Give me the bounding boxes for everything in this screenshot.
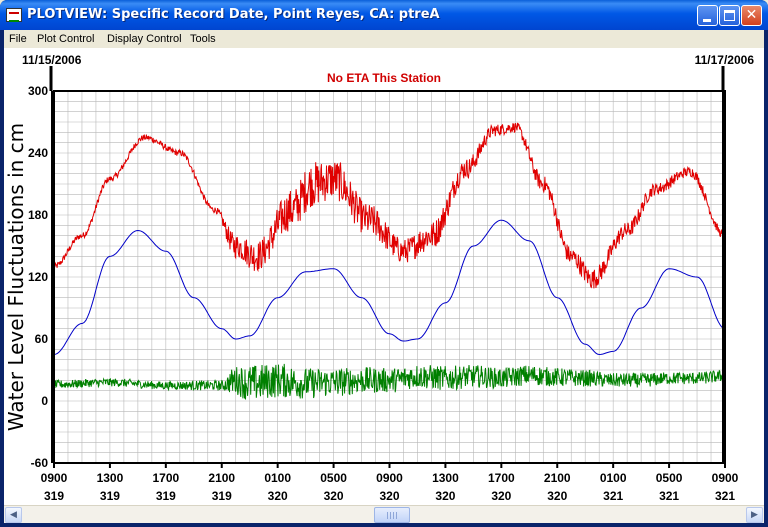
x-tick-hour: 1300 [432,471,459,485]
x-tick-hour: 1300 [97,471,124,485]
scroll-thumb[interactable] [374,507,410,523]
x-tick-day: 320 [435,489,455,503]
x-tick-hour: 0500 [320,471,347,485]
menu-display-control[interactable]: Display Control [107,33,182,45]
x-axis-ticks: 0900 319 1300 319 1700 319 2100 319 0100 320 0500 3… [41,463,739,503]
x-tick-hour: 0900 [376,471,403,485]
horizontal-scrollbar[interactable]: ◀ ▶ [4,505,764,523]
maximize-icon [724,10,735,21]
close-icon: ✕ [745,7,758,23]
end-date-label: 11/17/2006 [695,53,755,67]
menu-tools[interactable]: Tools [190,33,216,45]
x-tick-hour: 1700 [152,471,179,485]
start-date-label: 11/15/2006 [22,53,82,67]
x-tick-day: 321 [659,489,679,503]
x-tick-day: 320 [379,489,399,503]
y-tick-label: 120 [28,270,48,284]
maximize-button[interactable] [719,5,740,26]
x-tick-hour: 0500 [656,471,683,485]
x-tick-hour: 0100 [264,471,291,485]
plot-area: 11/15/2006 11/17/2006 No ETA This Statio… [4,48,764,505]
scroll-right-button[interactable]: ▶ [746,507,763,523]
chart-series [53,122,726,400]
water-level-chart: 11/15/2006 11/17/2006 No ETA This Statio… [4,53,755,503]
y-tick-label: 0 [41,394,48,408]
minimize-icon [703,19,711,22]
x-tick-day: 319 [100,489,120,503]
y-tick-label: 240 [28,146,48,160]
minimize-button[interactable] [697,5,718,26]
series-line-difference [53,363,726,400]
x-tick-day: 321 [603,489,623,503]
right-arrow-icon: ▶ [751,510,758,520]
y-axis-label: Water Level Fluctuations in cm [4,123,28,431]
series-line-predicted [53,219,726,356]
x-tick-day: 319 [44,489,64,503]
left-axis-bar [51,91,54,463]
x-tick-day: 320 [268,489,288,503]
menu-plot-control[interactable]: Plot Control [37,33,95,45]
eta-notice: No ETA This Station [327,71,441,85]
y-tick-label: 180 [28,208,48,222]
right-axis-bar [722,91,725,463]
x-tick-hour: 2100 [208,471,235,485]
close-button[interactable]: ✕ [741,5,762,26]
title-bar[interactable]: PLOTVIEW: Specific Record Date, Point Re… [0,0,768,30]
y-tick-label: 60 [35,332,49,346]
scroll-left-button[interactable]: ◀ [5,507,22,523]
x-tick-hour: 1700 [488,471,515,485]
x-tick-day: 320 [324,489,344,503]
window-title: PLOTVIEW: Specific Record Date, Point Re… [27,7,440,22]
x-tick-hour: 0900 [41,471,68,485]
x-tick-day: 320 [547,489,567,503]
x-tick-day: 320 [491,489,511,503]
series-line-observed [53,122,726,289]
chart-grid [53,90,726,464]
x-tick-hour: 0900 [712,471,739,485]
left-arrow-icon: ◀ [10,510,17,520]
x-tick-day: 319 [156,489,176,503]
y-tick-label: -60 [31,456,49,470]
y-axis-ticks: -60 0 60 120 180 240 300 [28,84,48,470]
menu-bar: File Plot Control Display Control Tools [4,30,764,48]
x-tick-day: 319 [212,489,232,503]
plotview-app-icon[interactable] [6,8,22,22]
x-tick-day: 321 [715,489,735,503]
menu-file[interactable]: File [9,33,27,45]
x-tick-hour: 2100 [544,471,571,485]
y-tick-label: 300 [28,84,48,98]
x-tick-hour: 0100 [600,471,627,485]
